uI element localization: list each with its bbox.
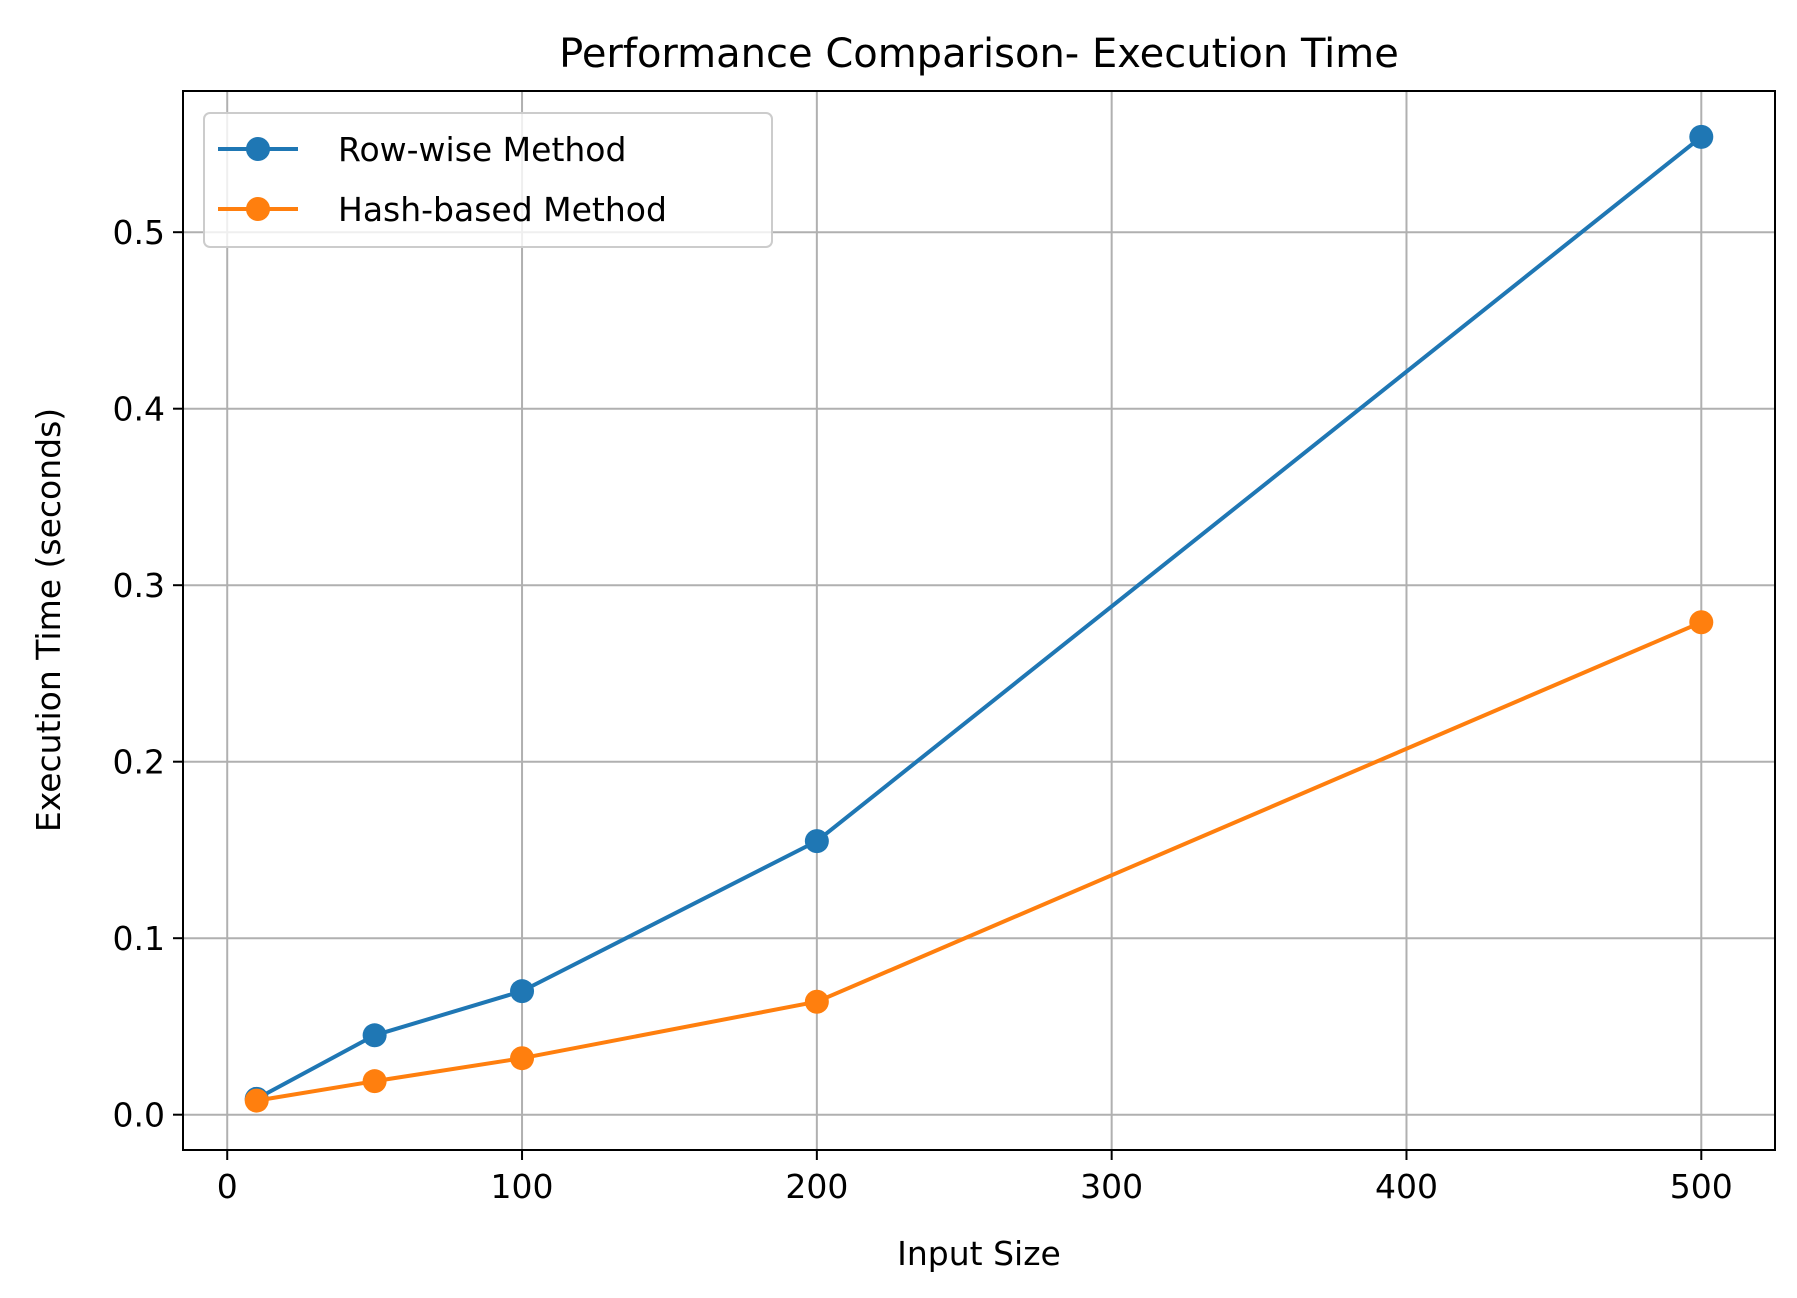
data-point-hash-based-method [510,1046,535,1071]
y-axis-title: Execution Time (seconds) [29,408,68,832]
y-tick-label: 0.3 [113,566,165,605]
data-point-row-wise-method [804,829,829,854]
data-point-row-wise-method [510,979,535,1004]
x-axis-title: Input Size [897,1234,1061,1273]
x-tick-label: 300 [1080,1167,1143,1206]
legend-box [203,112,773,248]
data-point-hash-based-method [1689,610,1714,635]
legend: Row-wise Method Hash-based Method [203,112,773,248]
x-tick-label: 200 [785,1167,848,1206]
data-point-row-wise-method [362,1023,387,1048]
plot-frame [182,90,1776,1151]
x-tick-label: 400 [1375,1167,1438,1206]
data-point-hash-based-method [244,1088,269,1113]
legend-label-hash-based: Hash-based Method [338,190,667,229]
series-layer [244,124,1714,1113]
x-tick-label: 500 [1670,1167,1733,1206]
axis-ticks: 0 100 200 300 400 500 0.0 0.1 0.2 0.3 0.4 0.5 [113,213,1733,1206]
y-tick-label: 0.2 [113,743,165,782]
y-tick-label: 0.1 [113,919,165,958]
y-tick-label: 0.4 [113,390,165,429]
legend-marker-hash-based [246,197,270,221]
data-point-row-wise-method [1689,124,1714,149]
plot-background [183,91,1775,1150]
legend-marker-row-wise [246,137,270,161]
y-tick-label: 0.5 [113,213,165,252]
x-tick-label: 0 [217,1167,238,1206]
x-tick-label: 100 [491,1167,554,1206]
data-point-hash-based-method [362,1069,387,1094]
data-point-hash-based-method [804,989,829,1014]
y-tick-label: 0.0 [113,1096,165,1135]
legend-label-row-wise: Row-wise Method [338,130,626,169]
chart-title: Performance Comparison- Execution Time [559,31,1399,77]
